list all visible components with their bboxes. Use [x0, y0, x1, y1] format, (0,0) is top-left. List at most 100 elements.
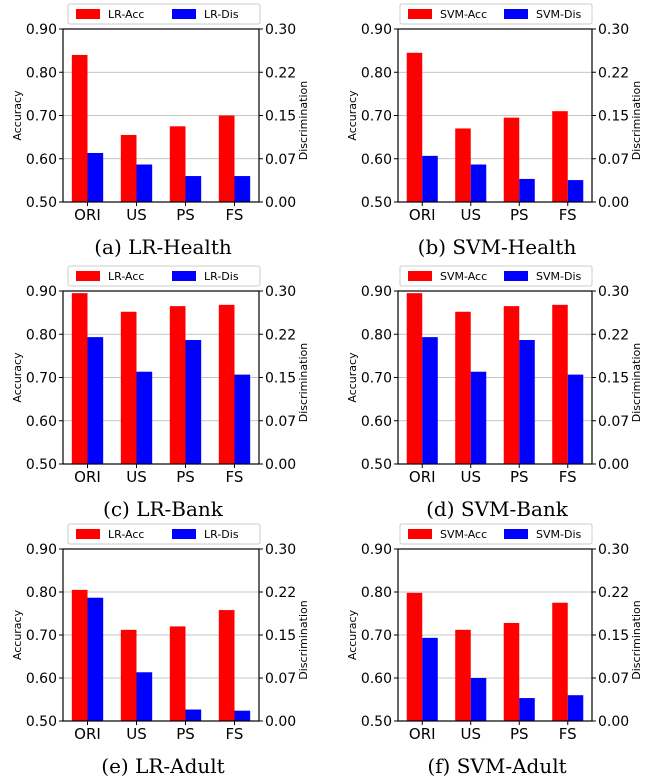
- legend-label: LR-Acc: [108, 270, 144, 283]
- bar-discrimination: [137, 165, 153, 202]
- legend-label: SVM-Acc: [440, 528, 487, 541]
- y2-tick-label: 0.15: [265, 109, 296, 125]
- legend-label: LR-Dis: [204, 528, 239, 541]
- y-tick-label: 0.60: [361, 414, 392, 430]
- y-axis-label: Accuracy: [346, 609, 359, 660]
- legend-label: SVM-Dis: [536, 528, 581, 541]
- legend-swatch: [172, 529, 196, 539]
- legend-label: SVM-Acc: [440, 8, 487, 21]
- x-tick-label: PS: [510, 725, 529, 743]
- y-tick-label: 0.50: [26, 195, 57, 211]
- x-tick-label: PS: [510, 206, 529, 224]
- chart-panel-3: 0.50 0.60 0.70 0.80 0.90 0.00 0.07 0.15 0.22 0.30…: [11, 266, 310, 521]
- panel-caption: (f) SVM-Adult: [427, 754, 566, 778]
- y2-tick-label: 0.07: [265, 414, 296, 430]
- y-tick-label: 0.70: [361, 109, 392, 125]
- bar-discrimination: [137, 672, 153, 721]
- bar-accuracy: [219, 116, 235, 203]
- y-tick-label: 0.60: [361, 671, 392, 687]
- panel-caption: (c) LR-Bank: [103, 497, 224, 521]
- legend-swatch: [504, 529, 528, 539]
- y2-axis-label: Discrimination: [630, 343, 643, 422]
- y-tick-label: 0.80: [361, 585, 392, 601]
- y-axis-label: Accuracy: [346, 90, 359, 141]
- y-axis-label: Accuracy: [11, 609, 24, 660]
- y2-tick-label: 0.00: [598, 714, 629, 730]
- y2-tick-label: 0.07: [265, 152, 296, 168]
- bar-accuracy: [72, 590, 88, 721]
- bar-discrimination: [186, 176, 202, 202]
- x-tick-label: US: [460, 468, 481, 486]
- panel-caption: (b) SVM-Health: [418, 235, 577, 259]
- bar-accuracy: [504, 623, 520, 721]
- y2-tick-label: 0.07: [598, 152, 629, 168]
- legend-swatch: [504, 9, 528, 19]
- legend-label: LR-Acc: [108, 528, 144, 541]
- bar-discrimination: [422, 337, 438, 464]
- bar-accuracy: [407, 53, 423, 202]
- x-tick-label: US: [460, 206, 481, 224]
- legend-swatch: [172, 9, 196, 19]
- y2-tick-label: 0.15: [598, 109, 629, 125]
- bar-accuracy: [552, 603, 568, 721]
- y2-tick-label: 0.00: [265, 714, 296, 730]
- y-tick-label: 0.70: [361, 371, 392, 387]
- panel-caption: (d) SVM-Bank: [426, 497, 569, 521]
- chart-panel-5: 0.500.600.700.800.900.000.070.150.220.30…: [11, 524, 310, 778]
- y-tick-label: 0.50: [26, 714, 57, 730]
- panel-caption: (e) LR-Adult: [101, 754, 224, 778]
- x-tick-label: US: [126, 206, 147, 224]
- x-tick-label: ORI: [74, 206, 101, 224]
- bar-discrimination: [568, 695, 584, 721]
- x-tick-label: ORI: [74, 468, 101, 486]
- bar-accuracy: [72, 55, 88, 202]
- y-tick-label: 0.80: [26, 65, 57, 81]
- y2-tick-label: 0.15: [598, 371, 629, 387]
- bar-accuracy: [219, 305, 235, 464]
- y2-tick-label: 0.22: [598, 65, 629, 81]
- y-tick-label: 0.80: [26, 585, 57, 601]
- y2-tick-label: 0.22: [265, 585, 296, 601]
- legend-label: LR-Dis: [204, 270, 239, 283]
- bar-discrimination: [519, 340, 535, 464]
- legend-swatch: [408, 271, 432, 281]
- y2-tick-label: 0.07: [598, 671, 629, 687]
- y-tick-label: 0.70: [361, 628, 392, 644]
- legend-label: SVM-Acc: [440, 270, 487, 283]
- y2-axis-label: Discrimination: [297, 343, 310, 422]
- bar-accuracy: [170, 126, 186, 202]
- legend-swatch: [76, 529, 100, 539]
- bar-accuracy: [504, 306, 520, 464]
- y2-tick-label: 0.07: [265, 671, 296, 687]
- legend-swatch: [172, 271, 196, 281]
- y-tick-label: 0.80: [26, 327, 57, 343]
- bar-accuracy: [504, 118, 520, 202]
- y-tick-label: 0.60: [361, 152, 392, 168]
- y2-axis-label: Discrimination: [297, 600, 310, 679]
- x-tick-label: US: [460, 725, 481, 743]
- bar-discrimination: [235, 176, 251, 202]
- y2-tick-label: 0.22: [598, 585, 629, 601]
- y-tick-label: 0.60: [26, 414, 57, 430]
- y2-tick-label: 0.00: [598, 195, 629, 211]
- y-tick-label: 0.90: [26, 22, 57, 38]
- bar-discrimination: [422, 156, 438, 202]
- y2-tick-label: 0.30: [265, 22, 296, 38]
- x-tick-label: ORI: [409, 206, 436, 224]
- bar-accuracy: [170, 626, 186, 721]
- bar-discrimination: [568, 375, 584, 464]
- x-tick-label: PS: [176, 725, 195, 743]
- y2-axis-label: Discrimination: [630, 81, 643, 160]
- y-tick-label: 0.50: [361, 714, 392, 730]
- bar-discrimination: [186, 340, 202, 464]
- x-tick-label: FS: [226, 206, 244, 224]
- bar-discrimination: [519, 179, 535, 202]
- bar-accuracy: [219, 610, 235, 721]
- legend-swatch: [76, 271, 100, 281]
- bar-discrimination: [471, 678, 487, 721]
- bar-accuracy: [170, 306, 186, 464]
- legend-swatch: [408, 9, 432, 19]
- x-tick-label: FS: [559, 206, 577, 224]
- chart-panel-6: 0.50 0.60 0.70 0.80 0.90 0.00 0.07 0.15 0.22 0.30…: [346, 524, 643, 778]
- y-tick-label: 0.70: [26, 109, 57, 125]
